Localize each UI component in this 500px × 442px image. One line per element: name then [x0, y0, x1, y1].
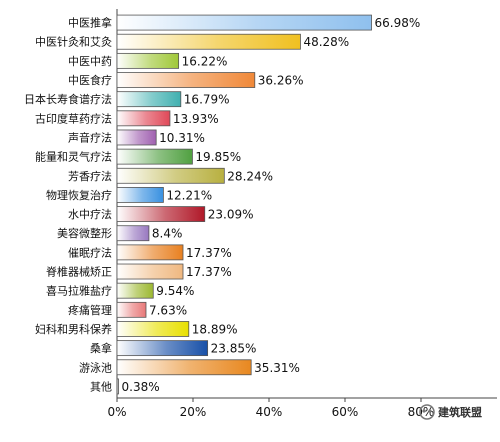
x-tick-label-3: 60% — [332, 405, 359, 419]
watermark: 建筑联盟 — [419, 404, 482, 420]
value-label-12: 17.37% — [186, 246, 232, 260]
value-label-1: 48.28% — [303, 35, 349, 49]
category-label-12: 催眠疗法 — [68, 245, 112, 259]
bar-19 — [116, 378, 119, 395]
value-label-9: 12.21% — [166, 188, 212, 202]
category-label-2: 中医中药 — [68, 55, 112, 68]
category-label-11: 美容微整形 — [57, 226, 112, 240]
bar-0 — [116, 14, 372, 31]
bar-14 — [116, 282, 154, 299]
x-tick-label-4: 80% — [408, 405, 435, 419]
category-label-19: 其他 — [90, 380, 112, 393]
bar-5 — [116, 110, 171, 127]
bar-4 — [116, 91, 182, 108]
bar-15 — [116, 301, 147, 318]
bar-17 — [116, 340, 209, 357]
bar-9 — [116, 187, 164, 203]
value-label-15: 7.63% — [149, 303, 187, 317]
category-label-17: 桑拿 — [90, 341, 112, 355]
value-label-13: 17.37% — [186, 265, 232, 279]
value-label-11: 8.4% — [152, 227, 183, 241]
category-label-10: 水中疗法 — [68, 207, 112, 221]
value-label-19: 0.38% — [122, 380, 160, 394]
value-label-3: 36.26% — [258, 74, 304, 88]
bar-18 — [116, 359, 252, 376]
category-label-3: 中医食疗 — [68, 73, 112, 87]
value-label-4: 16.79% — [184, 93, 230, 107]
category-label-6: 声音疗法 — [68, 130, 112, 144]
bar-10 — [116, 206, 206, 222]
watermark-text: 建筑联盟 — [438, 405, 482, 419]
x-tick-label-1: 20% — [180, 405, 207, 419]
value-label-2: 16.22% — [182, 54, 228, 68]
bar-16 — [116, 321, 190, 337]
bar-8 — [116, 167, 225, 184]
bar-3 — [116, 72, 256, 88]
value-label-17: 23.85% — [211, 342, 257, 356]
category-label-7: 能量和灵气疗法 — [35, 150, 112, 164]
category-label-13: 脊椎器械矫正 — [46, 265, 112, 279]
category-label-15: 疼痛管理 — [68, 303, 112, 317]
category-label-8: 芳香疗法 — [68, 169, 112, 183]
bar-6 — [116, 129, 157, 146]
bar-1 — [116, 33, 301, 50]
watermark-icon-dot — [422, 409, 426, 413]
category-label-9: 物理恢复治疗 — [46, 188, 112, 202]
value-label-0: 66.98% — [375, 16, 421, 30]
bar-13 — [116, 263, 184, 280]
category-label-16: 妇科和男科保养 — [35, 322, 112, 336]
value-label-14: 9.54% — [156, 284, 194, 298]
category-label-4: 日本长寿食谱疗法 — [24, 92, 112, 106]
value-label-5: 13.93% — [173, 112, 219, 126]
category-label-1: 中医针灸和艾灸 — [35, 35, 112, 49]
bar-11 — [116, 225, 150, 242]
category-label-0: 中医推拿 — [68, 16, 112, 30]
value-label-18: 35.31% — [254, 361, 300, 375]
watermark-icon — [419, 404, 435, 420]
value-label-16: 18.89% — [192, 322, 238, 336]
value-label-6: 10.31% — [159, 131, 205, 145]
value-label-8: 28.24% — [227, 169, 273, 183]
value-label-10: 23.09% — [208, 208, 254, 222]
x-tick-label-2: 40% — [256, 405, 283, 419]
bar-7 — [116, 148, 193, 165]
x-tick-label-0: 0% — [107, 405, 126, 419]
watermark-icon-dot-2 — [428, 409, 432, 413]
value-label-7: 19.85% — [195, 150, 241, 164]
category-label-14: 喜马拉雅盐疗 — [46, 284, 112, 298]
bar-2 — [116, 52, 180, 69]
category-label-18: 游泳池 — [79, 360, 112, 374]
bar-12 — [116, 244, 184, 261]
category-label-5: 古印度草药疗法 — [35, 111, 112, 125]
